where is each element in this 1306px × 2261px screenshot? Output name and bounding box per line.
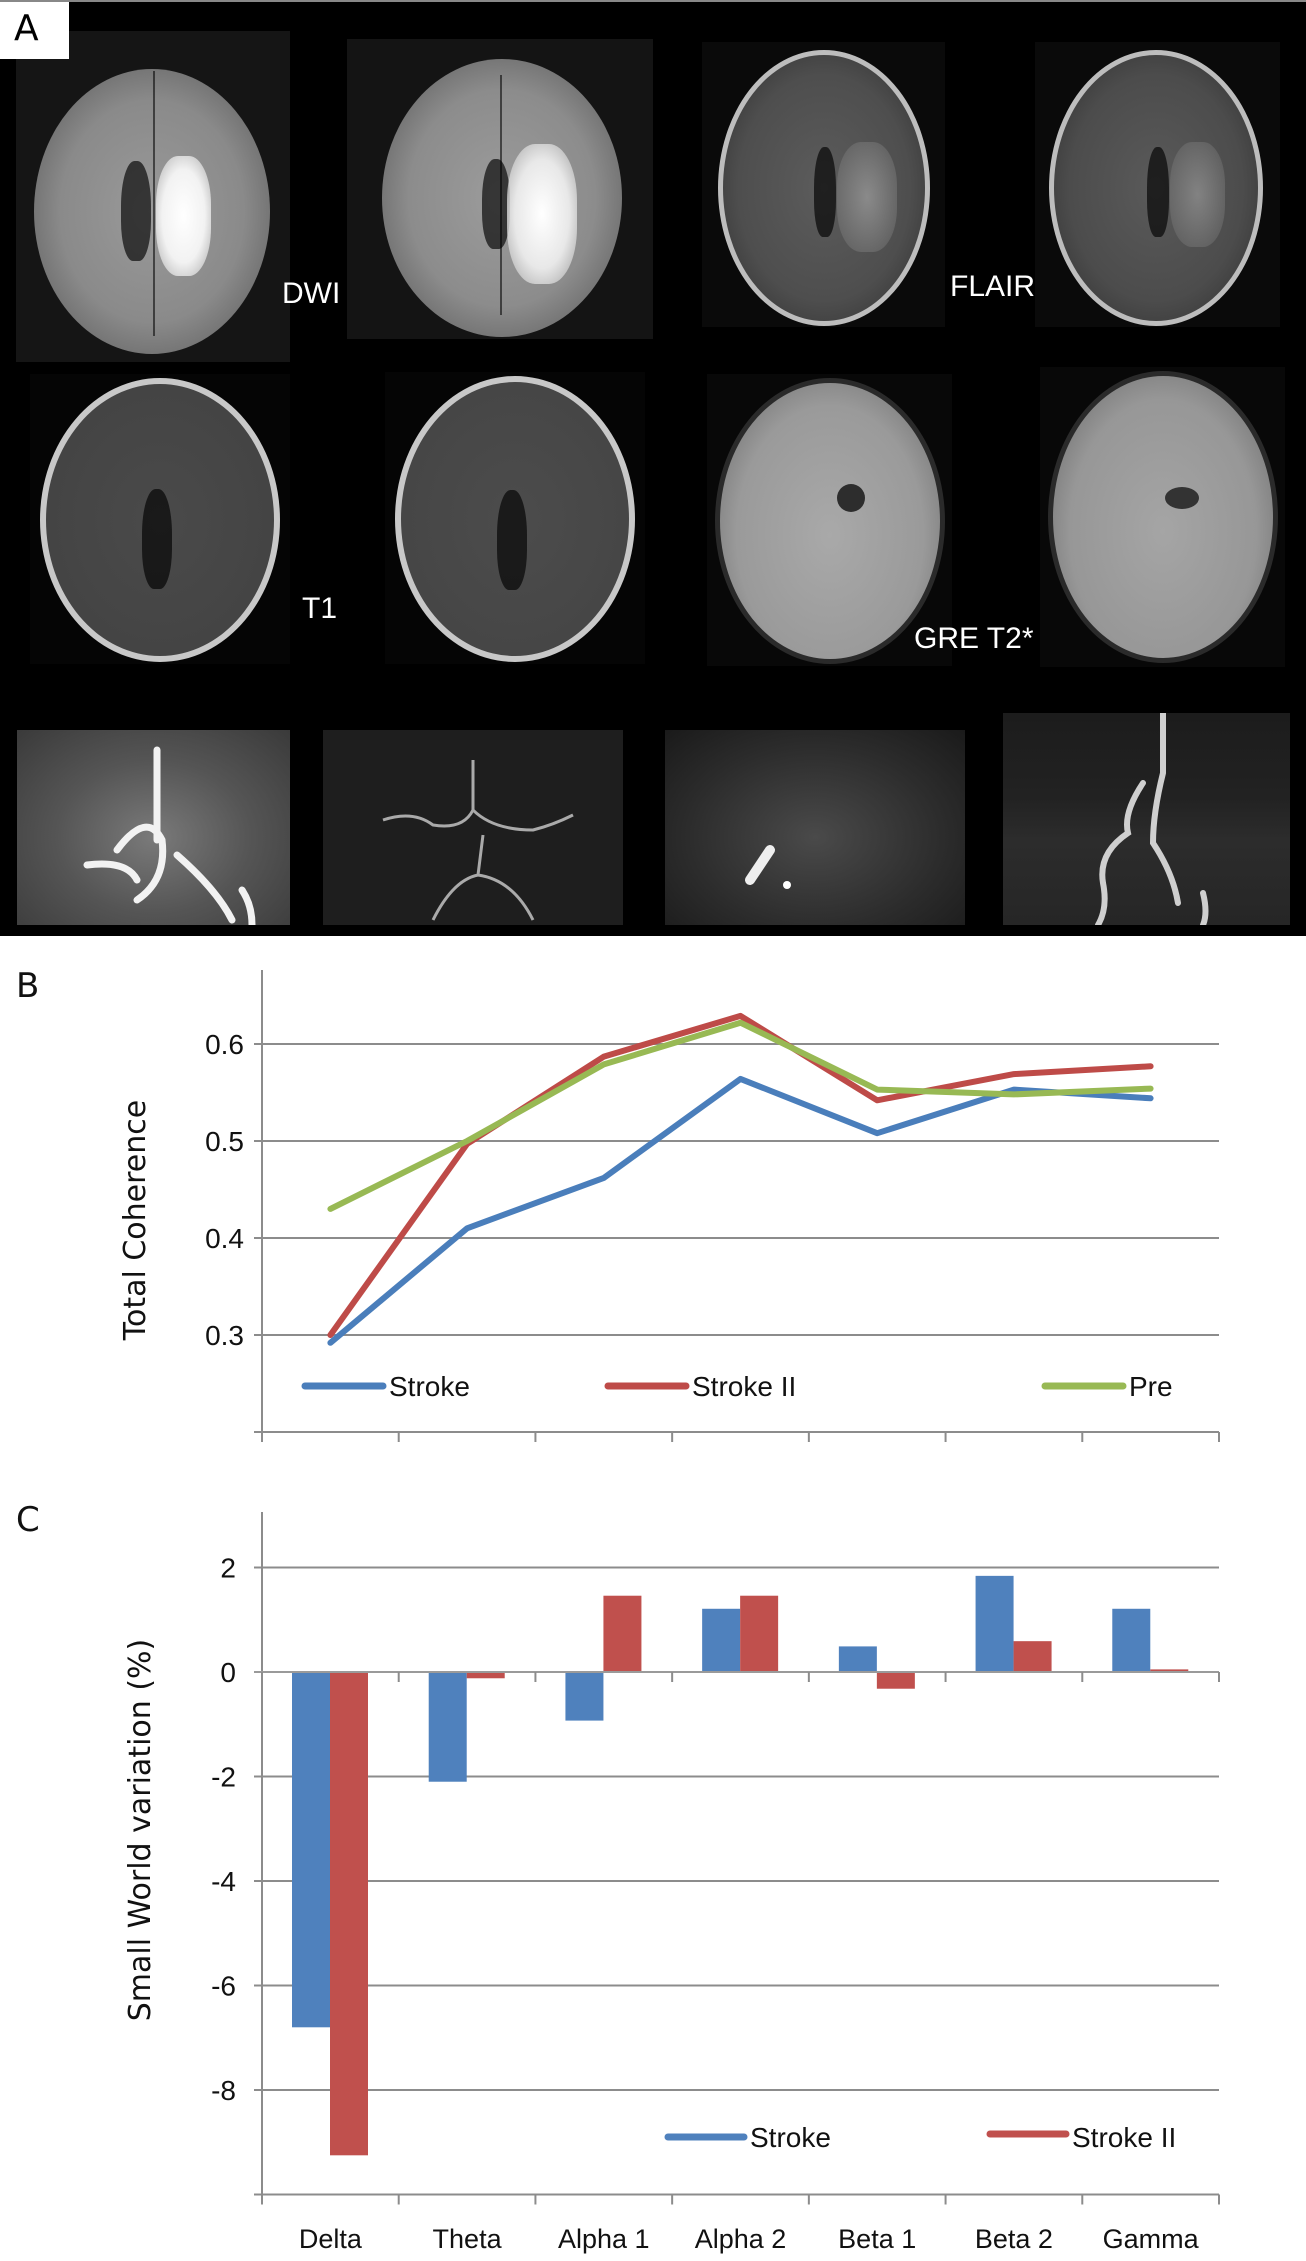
angio-vessels-3 <box>745 845 791 889</box>
chart-c-bar-stroke-gamma <box>1112 1608 1151 1672</box>
angio-vessels-4 <box>1095 713 1209 925</box>
gre-label: GRE T2* <box>914 622 1034 655</box>
gre-scan-1 <box>707 374 952 666</box>
chart-c-xtick-label: Theta <box>433 2224 503 2254</box>
chart-b-ytick-label: 0.6 <box>205 1029 244 1060</box>
chart-c-xtick-label: Alpha 1 <box>558 2224 650 2254</box>
chart-c-small-world: Small World variation (%) 2 0 -2 -4 -6 -8 Del… <box>123 1512 1220 2254</box>
chart-c-bar-stroke-ii-beta-1 <box>876 1672 915 1689</box>
chart-c-bar-stroke-alpha-2 <box>702 1608 741 1672</box>
panel-a-mri-montage: A DWI FLAIR T1 <box>0 0 1306 936</box>
chart-b-series-line-pre <box>327 1019 1154 1212</box>
chart-c-legend-item: Stroke II <box>986 2122 1176 2153</box>
t1-scan-2 <box>385 372 645 664</box>
angio-scan-1 <box>17 730 290 925</box>
dwi-label: DWI <box>282 277 341 310</box>
chart-b-ytick-label: 0.3 <box>205 1320 244 1351</box>
chart-c-bar-stroke-ii-alpha-2 <box>740 1595 779 1672</box>
chart-c-ylabel: Small World variation (%) <box>123 1639 158 2021</box>
flair-label: FLAIR <box>950 270 1036 303</box>
panel-a-letter: A <box>14 8 39 49</box>
chart-c-bar-stroke-ii-gamma <box>1150 1669 1189 1672</box>
chart-b-legend-label: Stroke II <box>692 1371 796 1402</box>
angio-vessels-2 <box>382 760 574 921</box>
chart-c-legend-label: Stroke II <box>1072 2122 1176 2153</box>
chart-c-bar-stroke-ii-delta <box>330 1672 368 2156</box>
chart-b-ytick-label: 0.4 <box>205 1223 244 1254</box>
dwi-scan-1 <box>16 31 290 362</box>
chart-b-legend-label: Pre <box>1129 1371 1173 1402</box>
chart-c-bar-stroke-beta-2 <box>975 1575 1014 1672</box>
chart-b-series-line-stroke <box>327 1075 1154 1346</box>
chart-b-ylabel: Total Coherence <box>118 1100 153 1341</box>
chart-b-series-line-stroke-ii <box>327 1012 1154 1338</box>
chart-c-ytick-label: -6 <box>211 1971 236 2002</box>
chart-c-legend-item: Stroke <box>664 2122 831 2153</box>
chart-b-total-coherence: Total Coherence 0.3 0.4 0.5 0.6 Stroke Strok… <box>118 970 1220 1442</box>
panel-a-label-box: A <box>0 2 69 59</box>
panel-b-letter: B <box>16 966 40 1006</box>
angio-scan-4 <box>1003 713 1290 925</box>
chart-c-xtick-label: Beta 2 <box>975 2224 1053 2254</box>
chart-c-ytick-label: -4 <box>211 1866 236 1897</box>
chart-b-ytick-label: 0.5 <box>205 1126 244 1157</box>
angio-vessels-1 <box>83 746 256 925</box>
flair-scan-2 <box>1035 42 1280 327</box>
chart-c-ytick-label: 2 <box>220 1553 236 1584</box>
angio-scan-3 <box>665 730 965 925</box>
chart-c-ytick-label: -2 <box>211 1762 236 1793</box>
chart-c-xtick-label: Delta <box>299 2224 363 2254</box>
chart-c-bar-stroke-theta <box>428 1672 467 1782</box>
chart-b-legend-item: Stroke II <box>604 1371 796 1402</box>
chart-b-legend-label: Stroke <box>389 1371 470 1402</box>
chart-b-legend-item: Stroke <box>301 1371 470 1402</box>
angio-scan-2 <box>323 730 623 925</box>
chart-c-bar-stroke-ii-theta <box>466 1672 505 1679</box>
chart-c-xtick-label: Beta 1 <box>838 2224 916 2254</box>
chart-c-bar-stroke-alpha-1 <box>565 1672 604 1721</box>
chart-b-legend-item: Pre <box>1041 1371 1173 1402</box>
gre-scan-2 <box>1040 367 1285 667</box>
chart-c-legend-label: Stroke <box>750 2122 831 2153</box>
chart-c-bar-stroke-ii-beta-2 <box>1013 1641 1052 1672</box>
panel-c-letter: C <box>16 1500 40 1540</box>
chart-c-xtick-label: Gamma <box>1103 2224 1200 2254</box>
chart-c-bar-stroke-ii-alpha-1 <box>603 1595 642 1672</box>
t1-scan-1 <box>30 374 290 664</box>
chart-c-ytick-label: -8 <box>211 2075 236 2106</box>
chart-c-bar-stroke-beta-1 <box>838 1646 877 1672</box>
t1-label: T1 <box>302 592 338 625</box>
flair-scan-1 <box>702 42 945 327</box>
chart-c-xtick-label: Alpha 2 <box>695 2224 787 2254</box>
chart-c-bar-stroke-delta <box>292 1672 330 2028</box>
chart-c-ytick-label: 0 <box>220 1657 236 1688</box>
dwi-scan-2 <box>347 39 653 339</box>
